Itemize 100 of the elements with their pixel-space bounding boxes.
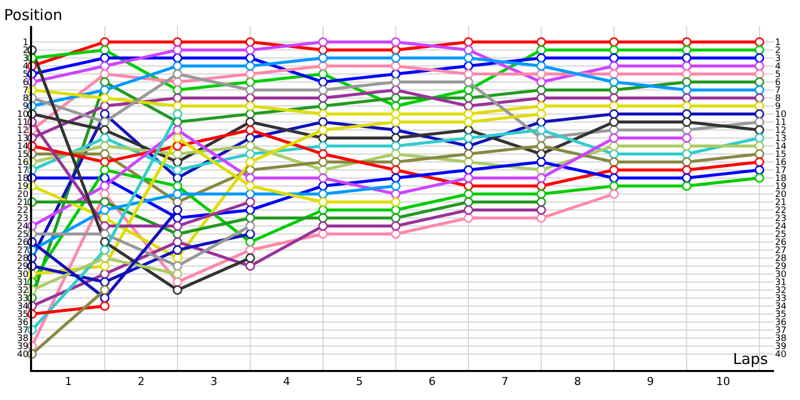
point [609, 37, 619, 47]
point [245, 125, 255, 135]
point [245, 229, 255, 239]
point [100, 285, 110, 295]
point [390, 109, 400, 119]
point [682, 109, 692, 119]
point [172, 149, 182, 159]
point [100, 277, 110, 287]
point [609, 181, 619, 191]
point [536, 205, 546, 215]
point [318, 117, 328, 127]
point [609, 173, 619, 183]
point [464, 93, 474, 103]
point [464, 173, 474, 183]
point [100, 125, 110, 135]
point [390, 141, 400, 151]
point [536, 173, 546, 183]
point [754, 93, 764, 103]
point [245, 197, 255, 207]
point [390, 213, 400, 223]
x-tick-label: 8 [574, 374, 582, 388]
point [100, 157, 110, 167]
point [100, 45, 110, 55]
point [318, 77, 328, 87]
point [318, 221, 328, 231]
point [609, 93, 619, 103]
point [245, 221, 255, 231]
point [100, 197, 110, 207]
point [536, 197, 546, 207]
point [536, 109, 546, 119]
point [318, 141, 328, 151]
point [682, 101, 692, 111]
point [172, 77, 182, 87]
point [609, 77, 619, 87]
point [318, 173, 328, 183]
point [318, 189, 328, 199]
point [172, 125, 182, 135]
point [754, 125, 764, 135]
point [536, 45, 546, 55]
point [318, 125, 328, 135]
point [682, 53, 692, 63]
point [754, 45, 764, 55]
point [318, 37, 328, 47]
point [609, 165, 619, 175]
point [172, 109, 182, 119]
point [390, 133, 400, 143]
point [682, 93, 692, 103]
point [754, 157, 764, 167]
point [100, 149, 110, 159]
point [609, 61, 619, 71]
point [464, 37, 474, 47]
point [390, 53, 400, 63]
point [609, 53, 619, 63]
point [390, 157, 400, 167]
x-tick-label: 10 [716, 374, 730, 388]
point [390, 77, 400, 87]
x-tick-label: 5 [356, 374, 363, 388]
point [682, 181, 692, 191]
point [172, 37, 182, 47]
point [609, 45, 619, 55]
point [609, 157, 619, 167]
point [100, 69, 110, 79]
point [100, 301, 110, 311]
point [172, 189, 182, 199]
point [100, 133, 110, 143]
point [682, 61, 692, 71]
point [464, 205, 474, 215]
point [172, 61, 182, 71]
point [100, 85, 110, 95]
point [100, 109, 110, 119]
point [172, 141, 182, 151]
point [318, 61, 328, 71]
point [172, 181, 182, 191]
point [754, 69, 764, 79]
x-tick-label: 6 [428, 374, 436, 388]
point [245, 173, 255, 183]
point [464, 109, 474, 119]
point [464, 117, 474, 127]
point [682, 133, 692, 143]
point [682, 157, 692, 167]
point [390, 149, 400, 159]
point [754, 61, 764, 71]
x-tick-label: 1 [64, 374, 72, 388]
point [245, 245, 255, 255]
point [245, 101, 255, 111]
point [464, 213, 474, 223]
x-tick-label: 2 [138, 374, 145, 388]
point [754, 37, 764, 47]
point [609, 189, 619, 199]
point [100, 93, 110, 103]
point [464, 149, 474, 159]
point [464, 53, 474, 63]
point [245, 157, 255, 167]
point [682, 37, 692, 47]
point [754, 149, 764, 159]
point [464, 69, 474, 79]
point [245, 141, 255, 151]
point [536, 125, 546, 135]
point [536, 141, 546, 151]
point [245, 85, 255, 95]
